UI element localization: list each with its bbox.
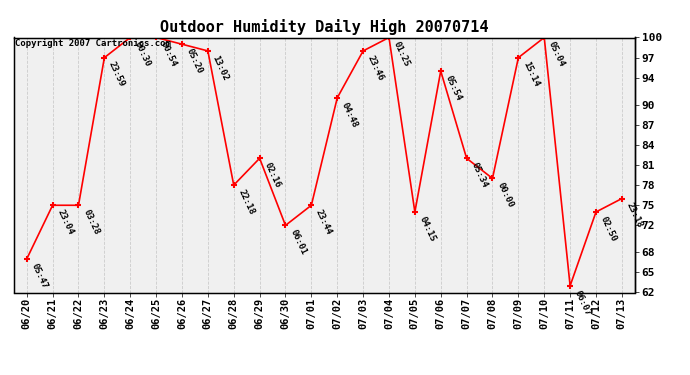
Text: 03:28: 03:28 [81,208,101,236]
Text: 01:25: 01:25 [392,40,411,69]
Text: 05:47: 05:47 [30,262,49,290]
Text: 00:30: 00:30 [133,40,152,69]
Text: 13:02: 13:02 [210,54,230,82]
Text: 23:44: 23:44 [314,208,334,236]
Text: 02:16: 02:16 [262,161,282,189]
Text: 05:54: 05:54 [444,74,463,102]
Text: 04:15: 04:15 [417,215,437,243]
Text: 22:18: 22:18 [237,188,256,216]
Text: 04:48: 04:48 [340,100,359,129]
Text: 23:18: 23:18 [624,201,644,229]
Text: 05:20: 05:20 [185,47,204,75]
Text: 00:00: 00:00 [495,181,515,209]
Text: Copyright 2007 Cartronics.com: Copyright 2007 Cartronics.com [15,39,171,48]
Text: 05:34: 05:34 [469,161,489,189]
Text: 23:46: 23:46 [366,54,386,82]
Text: 02:50: 02:50 [599,215,618,243]
Text: 06:07: 06:07 [573,289,593,317]
Text: 05:04: 05:04 [547,40,566,69]
Text: 06:01: 06:01 [288,228,308,256]
Text: 23:59: 23:59 [107,60,127,88]
Text: 00:54: 00:54 [159,40,179,69]
Title: Outdoor Humidity Daily High 20070714: Outdoor Humidity Daily High 20070714 [160,19,489,35]
Text: 15:14: 15:14 [521,60,541,88]
Text: 23:04: 23:04 [55,208,75,236]
